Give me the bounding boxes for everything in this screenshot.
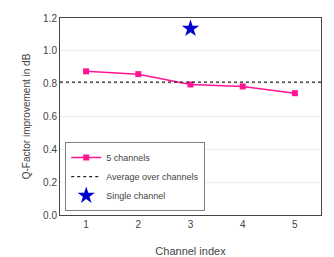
svg-text:Average over channels: Average over channels — [106, 172, 198, 182]
svg-text:1.0: 1.0 — [43, 45, 57, 56]
svg-text:Q-Factor improvement in dB: Q-Factor improvement in dB — [21, 53, 32, 179]
svg-text:Single channel: Single channel — [106, 191, 165, 201]
svg-text:1: 1 — [83, 219, 89, 230]
svg-text:Channel index: Channel index — [155, 245, 226, 257]
svg-text:0.2: 0.2 — [43, 177, 57, 188]
svg-text:5 channels: 5 channels — [106, 153, 150, 163]
svg-text:2: 2 — [136, 219, 142, 230]
svg-text:0.4: 0.4 — [43, 144, 57, 155]
svg-text:0.8: 0.8 — [43, 78, 57, 89]
svg-text:3: 3 — [188, 219, 194, 230]
svg-text:5: 5 — [292, 219, 298, 230]
svg-text:1.2: 1.2 — [43, 13, 57, 24]
svg-text:0.6: 0.6 — [43, 111, 57, 122]
svg-text:4: 4 — [240, 219, 246, 230]
svg-text:0.0: 0.0 — [43, 210, 57, 221]
